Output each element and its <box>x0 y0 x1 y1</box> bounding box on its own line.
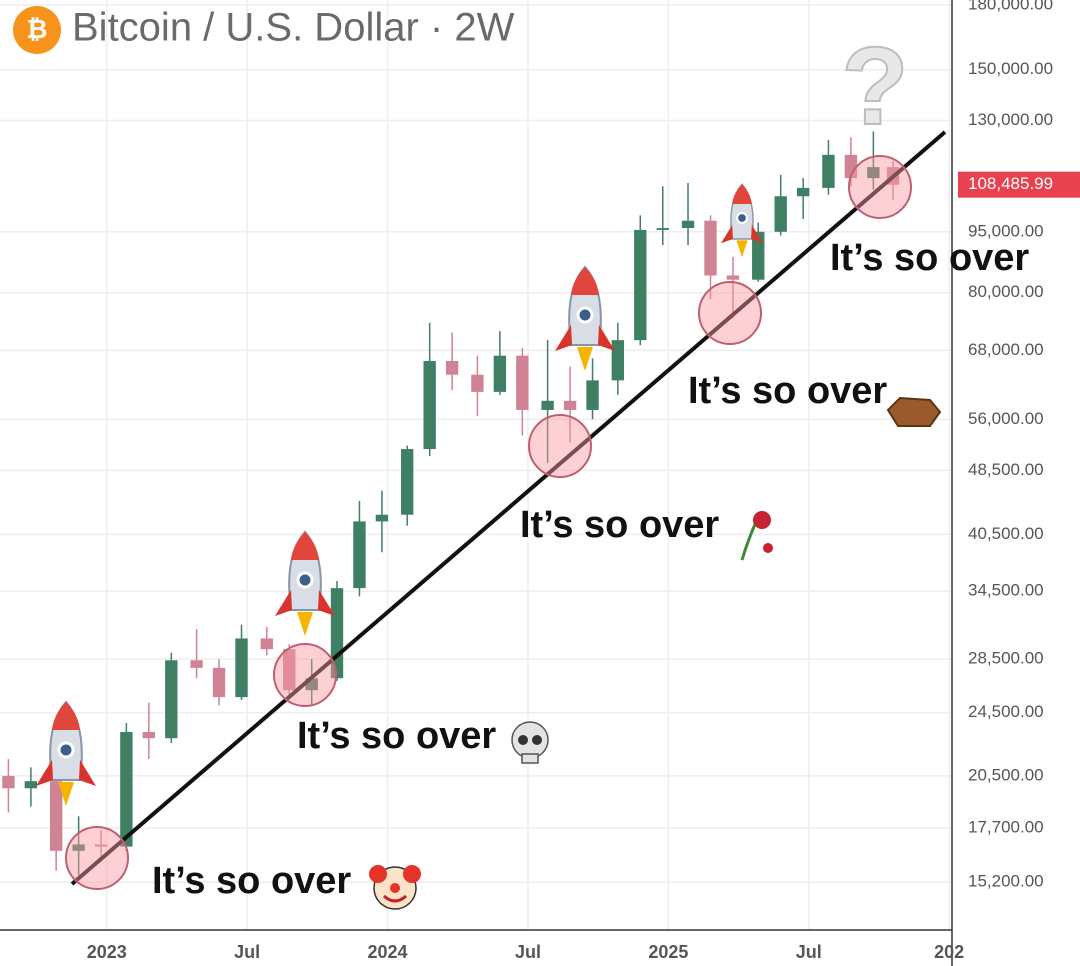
annotation: It’s so over <box>152 860 351 902</box>
rose-icon <box>740 511 773 561</box>
candle-body <box>94 844 108 847</box>
x-tick-label: Jul <box>796 942 822 962</box>
clown-icon <box>369 865 421 910</box>
candle-body <box>541 400 554 410</box>
y-tick-label: 28,500.00 <box>968 648 1044 667</box>
last-price-label: 108,485.99 <box>968 174 1053 193</box>
touch-circle <box>273 643 337 707</box>
touch-circle <box>698 281 762 345</box>
candle-body <box>120 732 133 847</box>
y-tick-label: 20,500.00 <box>968 765 1044 784</box>
candle-body <box>353 521 366 589</box>
x-tick-label: 2025 <box>648 942 688 962</box>
candle-body <box>212 667 226 698</box>
y-tick-label: 56,000.00 <box>968 409 1044 428</box>
candle-body <box>726 275 740 280</box>
candle-body <box>471 374 484 392</box>
last-price-box <box>958 171 1080 198</box>
y-tick-label: 95,000.00 <box>968 221 1044 240</box>
candle-body <box>190 660 203 668</box>
annotation: It’s so over <box>297 715 496 757</box>
x-tick-label: 2023 <box>87 942 127 962</box>
candle-body <box>611 340 624 381</box>
annotation: It’s so over <box>520 504 719 546</box>
candle-body <box>752 231 765 280</box>
x-tick-label: Jul <box>515 942 541 962</box>
y-tick-label: 80,000.00 <box>968 282 1044 301</box>
candle-body <box>634 229 647 341</box>
touch-circle <box>528 414 592 478</box>
candle-body <box>563 400 577 410</box>
y-tick-label: 24,500.00 <box>968 702 1044 721</box>
candle-body <box>774 196 787 232</box>
candle-body <box>165 660 178 739</box>
candle-body <box>704 220 717 276</box>
candle-body <box>516 355 529 410</box>
y-tick-label: 130,000.00 <box>968 110 1053 129</box>
touch-circle <box>848 155 912 219</box>
x-tick-label: Jul <box>234 942 260 962</box>
y-tick-label: 40,500.00 <box>968 524 1044 543</box>
y-tick-label: 34,500.00 <box>968 581 1044 600</box>
candle-body <box>49 781 63 851</box>
trend-line <box>70 130 947 886</box>
candle-body <box>260 638 273 650</box>
question-mark: ? <box>841 25 908 148</box>
candle-body <box>493 355 507 392</box>
candle-body <box>142 732 156 739</box>
coffin-icon <box>886 396 942 427</box>
y-tick-label: 48,500.00 <box>968 460 1044 479</box>
candle-body <box>423 361 436 450</box>
touch-circles <box>65 155 912 890</box>
annotation: It’s so over <box>830 237 1029 279</box>
candle-body <box>24 781 38 789</box>
candle-body <box>283 649 296 691</box>
grid <box>0 0 952 930</box>
annotations: It’s so over It’s so over It’s so over It’s… <box>152 24 1029 902</box>
candle-body <box>375 514 389 522</box>
candle-body <box>445 361 459 375</box>
candle-body <box>867 167 880 179</box>
y-tick-label: 150,000.00 <box>968 59 1053 78</box>
chart-title: Bitcoin / U.S. Dollar · 2W <box>72 6 515 50</box>
candle-body <box>586 380 599 410</box>
candle-body <box>822 154 835 188</box>
x-tick-label: 202 <box>934 942 964 962</box>
logo-icon <box>13 6 61 54</box>
candle-body <box>656 228 669 230</box>
candle-body <box>796 187 810 197</box>
candle-body <box>401 449 414 515</box>
candle-body <box>681 220 695 229</box>
candle-body <box>844 154 858 179</box>
candle-body <box>235 638 248 698</box>
x-tick-label: 2024 <box>368 942 408 962</box>
skull-icon <box>511 721 549 764</box>
y-tick-label: 15,200.00 <box>968 872 1044 891</box>
touch-circle <box>65 826 129 890</box>
logo-symbol: ₿ <box>26 14 47 44</box>
candles <box>2 131 900 876</box>
y-tick-label: 68,000.00 <box>968 340 1044 359</box>
y-tick-label: 180,000.00 <box>968 0 1053 13</box>
candle-body <box>2 775 15 789</box>
annotation: It’s so over <box>688 370 887 412</box>
y-tick-label: 17,700.00 <box>968 818 1044 837</box>
candle-body <box>72 844 85 851</box>
